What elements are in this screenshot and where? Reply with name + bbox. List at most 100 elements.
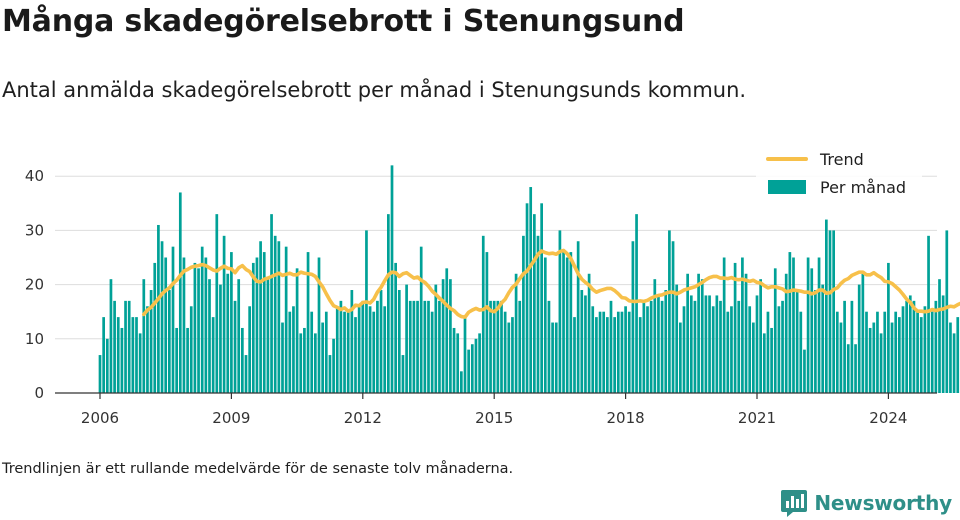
bar	[766, 311, 770, 393]
bar	[222, 235, 226, 393]
bar	[620, 311, 624, 393]
bar	[449, 279, 452, 393]
bar	[846, 344, 850, 393]
bar	[171, 246, 175, 393]
bar	[898, 317, 901, 393]
bar	[365, 230, 368, 393]
bar	[230, 252, 233, 393]
bar	[514, 273, 518, 393]
bar	[215, 214, 219, 393]
bar	[317, 257, 321, 393]
bar	[799, 311, 803, 393]
bar	[423, 300, 427, 393]
bar	[332, 338, 335, 393]
bar	[744, 273, 748, 393]
bar	[675, 284, 679, 393]
bar	[503, 311, 507, 393]
bar	[781, 300, 784, 393]
bar	[189, 306, 193, 393]
bar	[795, 290, 799, 393]
bar	[825, 219, 828, 393]
bar	[660, 300, 664, 393]
bar	[299, 333, 303, 393]
bar	[773, 268, 777, 393]
bar	[711, 306, 715, 393]
bar	[357, 306, 361, 393]
trend-line	[142, 248, 960, 319]
x-tick-label: 2015	[475, 409, 513, 427]
bar	[376, 300, 379, 393]
bar	[777, 306, 781, 393]
bar	[511, 317, 514, 393]
bar	[522, 235, 525, 393]
brand-logo[interactable]: Newsworthy	[780, 488, 952, 518]
y-tick-label: 30	[25, 221, 44, 239]
bar	[759, 279, 762, 393]
bar	[668, 230, 671, 393]
bar	[697, 273, 700, 393]
bar	[146, 306, 149, 393]
bar	[861, 273, 865, 393]
bar	[204, 257, 208, 393]
bar	[719, 300, 722, 393]
line-series-trend	[142, 248, 960, 319]
bar	[956, 317, 960, 393]
bar	[733, 262, 737, 393]
bar	[182, 257, 186, 393]
bar	[569, 252, 573, 393]
bar	[310, 311, 314, 393]
bar	[828, 230, 832, 393]
bar	[306, 252, 310, 393]
bar	[438, 300, 441, 393]
bar	[226, 273, 230, 393]
bar	[613, 317, 616, 393]
bar	[241, 327, 244, 393]
bar	[784, 273, 788, 393]
bar	[916, 311, 919, 393]
bar	[689, 295, 693, 393]
bar	[722, 257, 726, 393]
bar	[361, 300, 365, 393]
bar	[277, 241, 281, 393]
x-tick-label: 2021	[738, 409, 776, 427]
bar	[200, 246, 204, 393]
bar	[832, 230, 835, 393]
bar	[142, 279, 146, 393]
bar	[98, 355, 102, 393]
x-tick-label: 2006	[81, 409, 119, 427]
bar	[178, 192, 182, 393]
bar	[383, 306, 387, 393]
bar	[879, 333, 883, 393]
bar	[372, 311, 376, 393]
bar	[164, 257, 168, 393]
bar	[492, 300, 496, 393]
bar	[890, 322, 894, 393]
bar	[843, 300, 846, 393]
bar	[938, 279, 941, 393]
y-tick-label: 40	[25, 167, 44, 185]
bar	[806, 257, 810, 393]
x-axis: 2006 2009 2012 2015 2018 2021 2024	[55, 392, 937, 427]
bar	[452, 327, 456, 393]
bar	[810, 268, 814, 393]
bar	[883, 311, 887, 393]
y-tick-label: 10	[25, 330, 44, 348]
bar	[543, 257, 547, 393]
bar	[427, 300, 430, 393]
bar	[952, 333, 956, 393]
bar	[741, 257, 744, 393]
bar	[708, 295, 711, 393]
bar	[186, 327, 189, 393]
bar	[408, 300, 412, 393]
bar	[335, 306, 339, 393]
legend-label-per-manad: Per månad	[820, 178, 906, 197]
bar	[792, 257, 795, 393]
bar	[934, 300, 938, 393]
bar	[788, 252, 792, 393]
bar	[233, 300, 237, 393]
bar	[419, 246, 423, 393]
bar	[237, 279, 241, 393]
bar	[211, 317, 215, 393]
bar	[434, 284, 438, 393]
bar	[281, 322, 284, 393]
